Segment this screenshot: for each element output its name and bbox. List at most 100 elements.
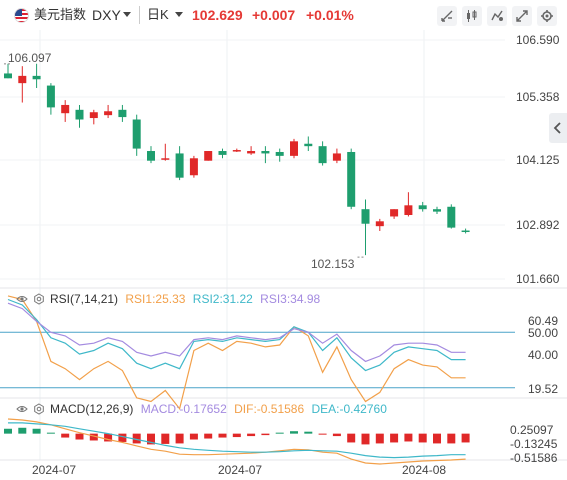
candle-body: [261, 151, 270, 154]
time-axis-label: 2024-07: [32, 463, 77, 477]
rsi-title[interactable]: RSI(7,14,21): [50, 292, 119, 306]
candle-body: [18, 75, 27, 84]
macd-histogram-bar: [433, 433, 441, 444]
timeframe-dropdown-icon[interactable]: [175, 12, 183, 17]
price-change-percent: +0.01%: [306, 7, 354, 23]
candle-body: [46, 85, 55, 108]
rsi-line-rsi1: [7, 295, 466, 411]
header-divider: [139, 6, 140, 24]
candle-body: [75, 109, 84, 120]
candle-body: [32, 75, 41, 80]
candle-body: [4, 73, 12, 79]
instrument-code[interactable]: DXY: [92, 7, 121, 23]
macd-histogram-bar: [189, 433, 198, 440]
time-axis-label: 2024-07: [218, 463, 263, 477]
macd-histogram-bar: [4, 428, 12, 434]
macd-histogram-bar: [347, 433, 356, 443]
candle-body: [304, 143, 313, 147]
macd-dea-line: [8, 422, 466, 459]
draw-tools-icon[interactable]: [437, 6, 457, 26]
timeframe-selector[interactable]: 日K: [147, 7, 169, 22]
dea-value: DEA:-0.42760: [311, 402, 387, 416]
candle-body: [232, 150, 241, 152]
macd-histogram-bar: [404, 433, 413, 442]
rsi-axis-label: 60.49: [528, 314, 559, 328]
rsi2-value: RSI2:31.22: [192, 292, 253, 306]
indicator-gear-icon[interactable]: [33, 403, 45, 415]
price-change: +0.007: [252, 7, 296, 23]
candle-body: [118, 109, 127, 118]
time-axis-label: 2024-08: [402, 463, 447, 477]
expand-panel-button[interactable]: [549, 113, 567, 143]
macd-value: MACD:-0.17652: [140, 402, 227, 416]
price-axis-label: 102.892: [516, 218, 560, 232]
macd-title[interactable]: MACD(12,26,9): [50, 402, 134, 416]
macd-histogram-bar: [447, 433, 456, 444]
candle-body: [189, 158, 198, 176]
candle-body: [204, 151, 213, 161]
rsi-axis-label: 40.00: [528, 348, 559, 362]
low-price-annotation: 102.153: [311, 257, 355, 271]
candle-body: [290, 141, 298, 156]
instrument-dropdown-icon[interactable]: [123, 12, 131, 17]
candle-body: [104, 111, 113, 116]
macd-histogram-bar: [318, 433, 327, 435]
candle-body: [175, 153, 184, 178]
macd-histogram-bar: [275, 432, 284, 434]
rsi-legend: RSI(7,14,21) RSI1:25.33 RSI2:31.22 RSI3:…: [16, 291, 324, 307]
settings-icon[interactable]: [537, 6, 557, 26]
macd-histogram-bar: [32, 428, 41, 434]
rsi-line-rsi3: [7, 302, 466, 363]
visibility-eye-icon[interactable]: [16, 293, 28, 305]
macd-axis-label: 0.25097: [510, 423, 554, 437]
candle-body: [404, 205, 413, 216]
rsi-axis-label: 50.00: [528, 326, 559, 340]
macd-histogram-bar: [75, 433, 84, 440]
macd-histogram-bar: [390, 433, 399, 443]
macd-histogram-bar: [147, 433, 155, 445]
macd-axis-label: -0.51586: [510, 451, 558, 465]
macd-legend: MACD(12,26,9) MACD:-0.17652 DIF:-0.51586…: [16, 401, 391, 417]
candle-style-icon[interactable]: [462, 6, 482, 26]
indicator-settings-icon[interactable]: [487, 6, 507, 26]
macd-histogram-bar: [304, 431, 313, 434]
indicator-gear-icon[interactable]: [33, 293, 45, 305]
candle-body: [318, 146, 327, 164]
candle-body: [147, 151, 155, 161]
candle-body: [361, 209, 370, 224]
candle-body: [390, 209, 399, 217]
candle-body: [461, 230, 470, 233]
candle-body: [218, 151, 227, 155]
candle-body: [332, 153, 341, 161]
rsi1-value: RSI1:25.33: [125, 292, 186, 306]
candle-body: [447, 206, 456, 228]
candle-body: [375, 221, 384, 227]
macd-histogram-bar: [46, 432, 55, 434]
rsi3-value: RSI3:34.98: [260, 292, 321, 306]
fullscreen-icon[interactable]: [512, 6, 532, 26]
last-price: 102.629: [192, 7, 243, 23]
macd-histogram-bar: [232, 433, 241, 438]
price-axis-label: 104.125: [516, 153, 560, 167]
chart-header: 美元指数 DXY 日K 102.629 +0.007 +0.01%: [0, 0, 567, 30]
instrument-name[interactable]: 美元指数: [34, 7, 87, 22]
candle-body: [418, 205, 427, 210]
macd-histogram-bar: [89, 433, 98, 441]
candle-body: [132, 119, 141, 149]
macd-histogram-bar: [261, 433, 270, 436]
candle-body: [247, 151, 256, 154]
macd-histogram-bar: [290, 431, 298, 434]
rsi-line-rsi2: [7, 298, 466, 372]
us-flag-icon: [14, 8, 29, 23]
macd-histogram-bar: [175, 433, 184, 444]
macd-axis-label: -0.13245: [510, 437, 558, 451]
macd-histogram-bar: [161, 433, 170, 444]
macd-histogram-bar: [332, 433, 341, 437]
macd-histogram-bar: [361, 433, 370, 445]
macd-histogram-bar: [218, 433, 227, 438]
visibility-eye-icon[interactable]: [16, 403, 28, 415]
macd-histogram-bar: [61, 433, 70, 438]
price-axis-label: 105.358: [516, 90, 560, 104]
macd-histogram-bar: [247, 433, 256, 437]
